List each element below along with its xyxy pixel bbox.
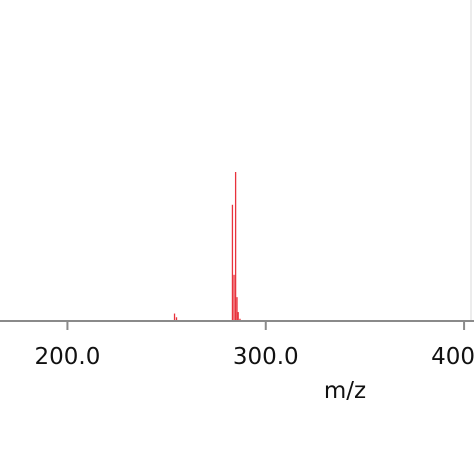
x-axis-label: m/z <box>324 378 366 404</box>
x-tick-label: 200.0 <box>35 344 101 370</box>
x-tick-label: 300.0 <box>233 344 299 370</box>
x-axis-ticks: 200.0 300.0 400.0 <box>35 321 474 370</box>
x-tick-label: 400.0 <box>431 344 474 370</box>
peaks-layer <box>89 172 340 321</box>
